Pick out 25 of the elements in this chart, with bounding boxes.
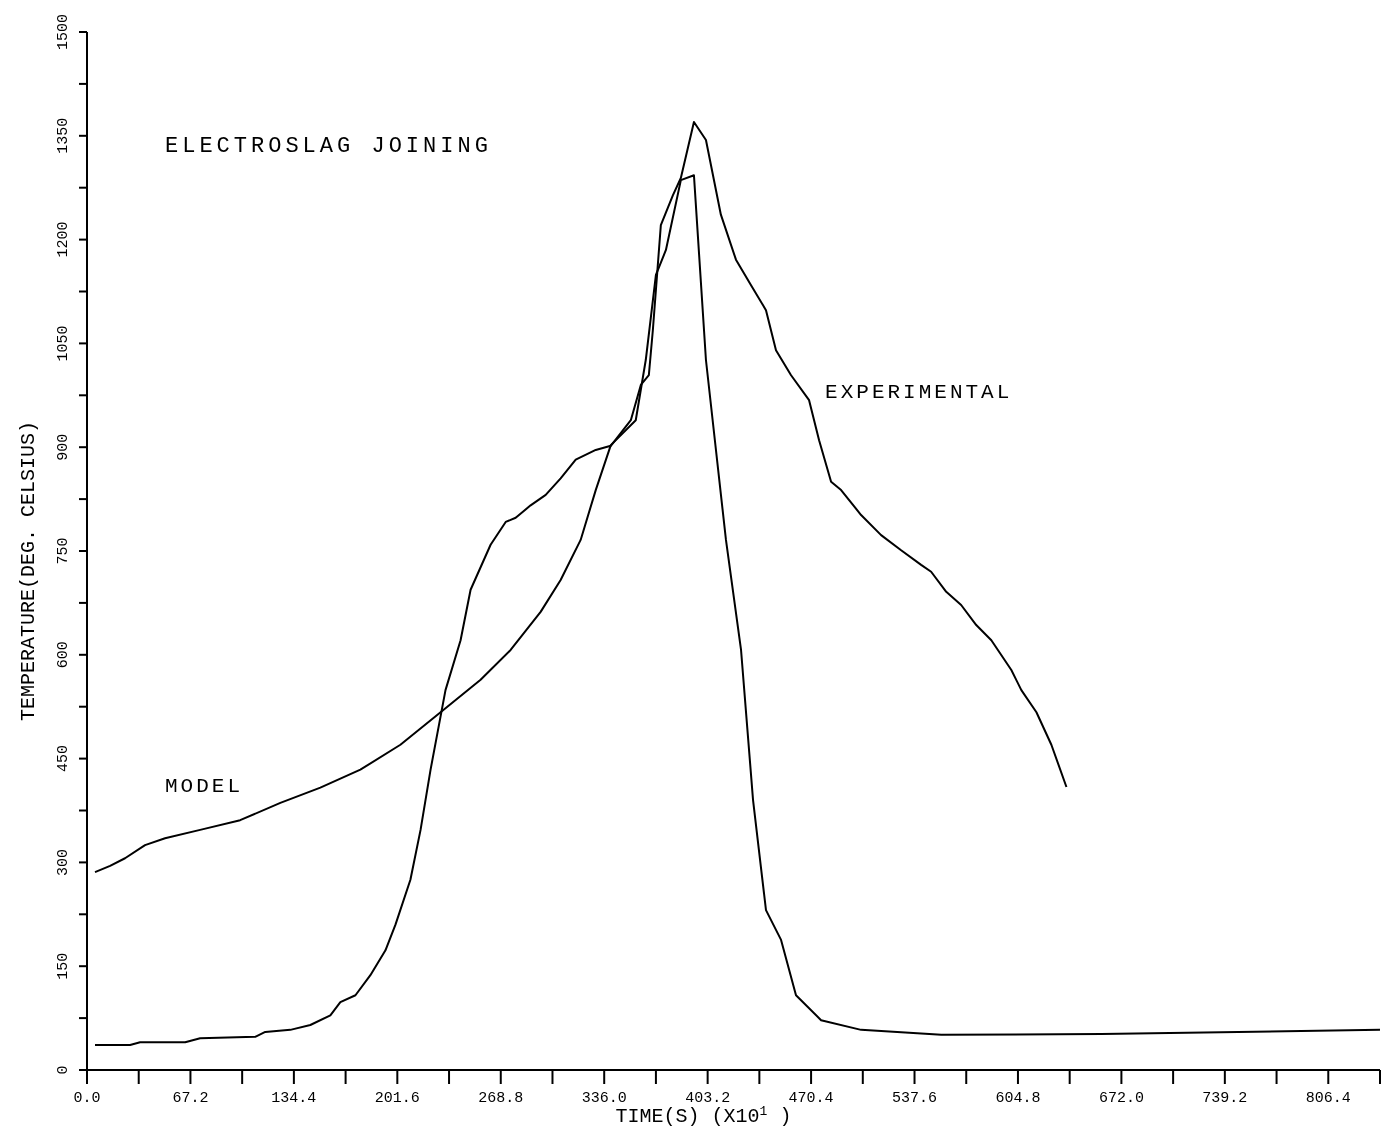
- text: ELECTROSLAG JOINING: [165, 134, 492, 159]
- y-tick-label: 450: [55, 745, 72, 773]
- y-tick-label: 900: [55, 433, 72, 461]
- x-tick-label: 201.6: [374, 1090, 420, 1107]
- x-tick-label: 537.6: [892, 1090, 938, 1107]
- x-tick-label: 67.2: [172, 1090, 209, 1107]
- series-label: EXPERIMENTAL: [825, 381, 1013, 405]
- x-tick-label: 672.0: [1098, 1090, 1144, 1107]
- y-tick-label: 150: [55, 952, 72, 980]
- y-tick-label: 1350: [55, 117, 72, 154]
- y-tick-label: 300: [55, 848, 72, 876]
- x-tick-label: 806.4: [1305, 1090, 1351, 1107]
- y-tick-label: 750: [55, 537, 72, 565]
- x-tick-label: 604.8: [995, 1090, 1041, 1107]
- y-tick-label: 1200: [55, 221, 72, 258]
- y-axis-title: TEMPERATURE(DEG. CELSIUS): [17, 420, 40, 722]
- x-tick-label: 268.8: [478, 1090, 524, 1107]
- series-label: MODEL: [165, 775, 244, 799]
- x-tick-label: 739.2: [1202, 1090, 1248, 1107]
- x-tick-label: 134.4: [271, 1090, 317, 1107]
- y-tick-label: 1050: [55, 325, 72, 362]
- y-tick-label: 1500: [55, 13, 72, 51]
- y-tick-label: 600: [55, 641, 72, 669]
- x-tick-label: 0.0: [73, 1090, 101, 1107]
- y-tick-label: 0: [55, 1065, 72, 1075]
